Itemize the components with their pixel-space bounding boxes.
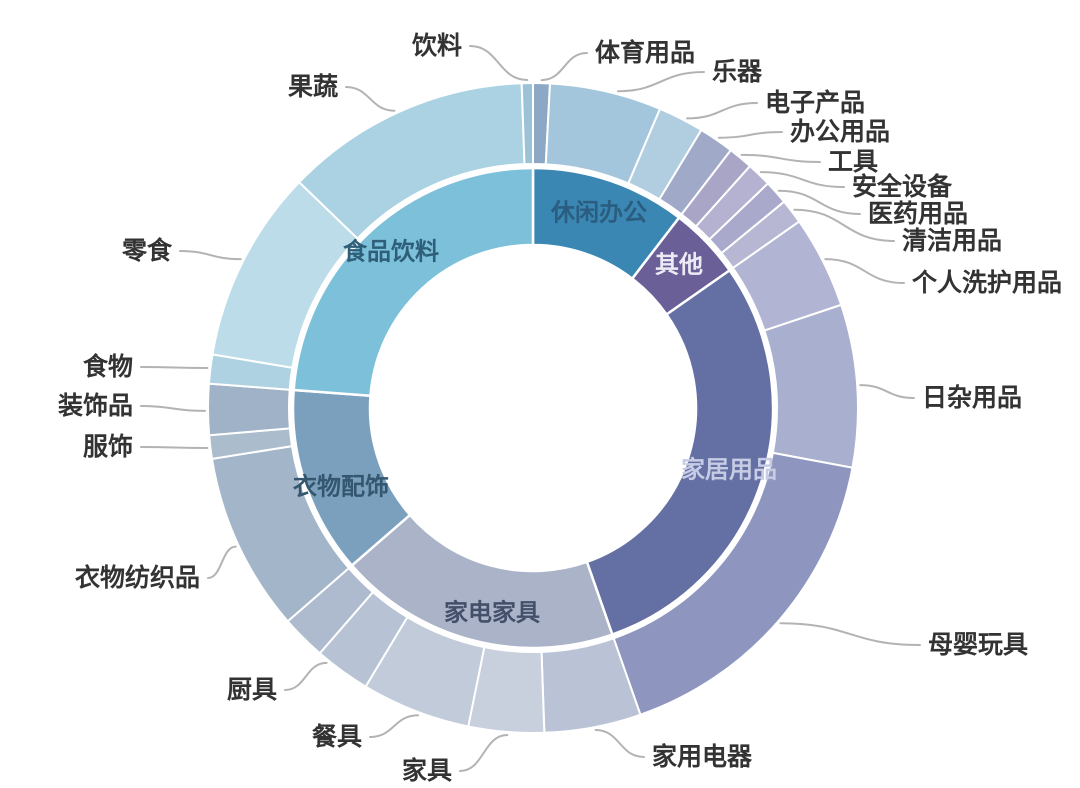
outer-segment-18 <box>207 382 291 437</box>
callout-line-21 <box>345 86 396 112</box>
callout-line-10 <box>779 622 921 646</box>
inner-segment-label-5: 食品饮料 <box>343 238 439 266</box>
callout-line-0 <box>540 52 588 82</box>
callout-line-19 <box>140 366 209 369</box>
outer-segment-label-21: 果蔬 <box>288 73 338 101</box>
callout-line-13 <box>369 714 420 738</box>
callout-line-20 <box>179 250 242 261</box>
outer-segment-label-11: 家用电器 <box>652 742 753 771</box>
outer-segment-label-2: 电子产品 <box>765 89 865 117</box>
callout-line-3 <box>717 131 783 139</box>
outer-segment-label-7: 清洁用品 <box>902 227 1002 255</box>
inner-segment-label-0: 休闲办公 <box>550 200 647 227</box>
outer-segment-label-3: 办公用品 <box>790 118 890 146</box>
callout-line-2 <box>686 102 758 120</box>
outer-segment-9 <box>763 303 859 469</box>
callout-line-8 <box>824 258 905 284</box>
outer-segment-label-17: 服饰 <box>83 433 133 461</box>
outer-segment-label-9: 日杂用品 <box>922 384 1022 412</box>
outer-segment-label-14: 厨具 <box>227 676 277 704</box>
outer-segment-label-18: 装饰品 <box>58 392 133 420</box>
outer-segment-label-20: 零食 <box>121 236 173 265</box>
callout-line-6 <box>777 189 861 215</box>
callout-line-16 <box>207 545 237 579</box>
outer-segment-label-19: 食物 <box>83 352 133 381</box>
outer-segment-22 <box>520 82 534 166</box>
outer-segment-label-1: 乐器 <box>712 58 763 86</box>
outer-segment-label-10: 母婴玩具 <box>928 631 1028 659</box>
callout-line-4 <box>740 153 821 163</box>
outer-segment-label-22: 饮料 <box>411 31 462 60</box>
callout-line-9 <box>859 384 915 399</box>
callout-line-11 <box>594 729 645 758</box>
inner-segment-5 <box>292 166 535 398</box>
outer-segment-label-5: 安全设备 <box>852 172 953 201</box>
inner-segment-label-2: 家居用品 <box>681 456 777 484</box>
inner-segment-2 <box>585 269 775 636</box>
callout-line-14 <box>284 661 328 691</box>
callout-line-17 <box>140 446 209 449</box>
inner-segment-label-1: 其他 <box>655 252 703 279</box>
outer-segment-label-0: 体育用品 <box>595 38 695 67</box>
callout-line-7 <box>793 208 895 242</box>
outer-segment-label-4: 工具 <box>828 148 878 176</box>
outer-segment-label-16: 衣物纺织品 <box>75 563 200 592</box>
callout-line-1 <box>616 71 705 93</box>
callout-line-18 <box>140 405 206 412</box>
inner-segment-label-3: 家电家具 <box>444 599 540 627</box>
callout-line-12 <box>459 734 509 772</box>
inner-segment-label-4: 衣物配饰 <box>293 473 389 501</box>
outer-segment-label-12: 家具 <box>402 756 452 785</box>
callout-line-5 <box>759 171 845 188</box>
callout-line-22 <box>469 45 529 81</box>
outer-segment-label-13: 餐具 <box>312 723 362 751</box>
outer-segment-label-8: 个人洗护用品 <box>912 269 1062 297</box>
outer-segment-label-6: 医药用品 <box>868 200 968 228</box>
